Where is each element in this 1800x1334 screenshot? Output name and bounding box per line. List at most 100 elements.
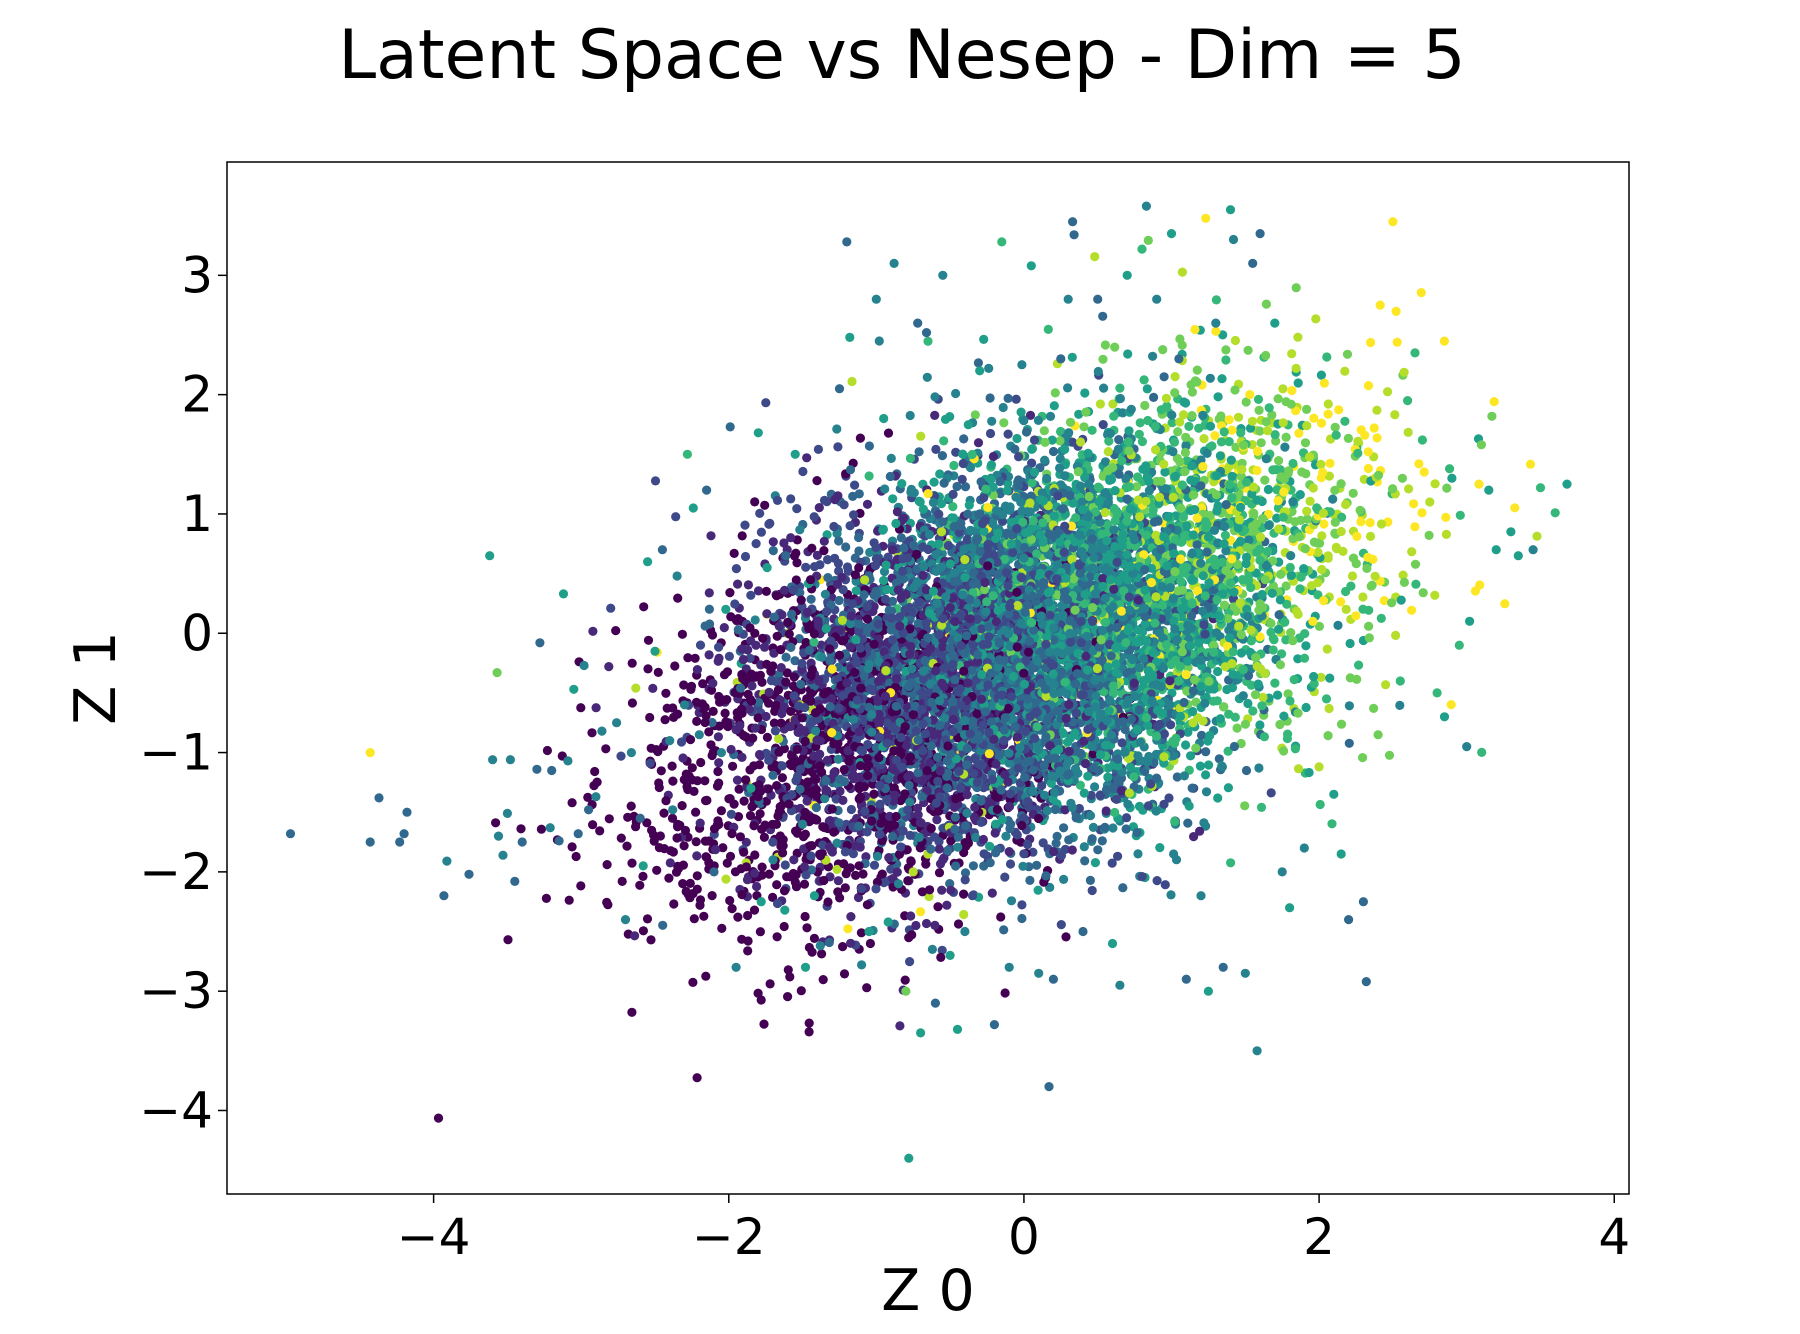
scatter-point	[854, 532, 864, 543]
scatter-point	[664, 873, 674, 883]
scatter-point	[1474, 479, 1484, 489]
scatter-point	[1160, 467, 1170, 477]
scatter-point	[714, 758, 724, 768]
scatter-point	[823, 555, 833, 565]
scatter-point	[588, 626, 598, 636]
scatter-point	[1282, 599, 1292, 609]
scatter-point	[1059, 874, 1069, 885]
scatter-point	[1487, 411, 1497, 421]
scatter-point	[1343, 433, 1353, 443]
scatter-point	[1439, 336, 1449, 346]
scatter-point	[1302, 404, 1312, 414]
scatter-point	[1144, 486, 1154, 496]
scatter-point	[1109, 411, 1119, 421]
scatter-point	[766, 676, 777, 686]
scatter-point	[895, 1021, 905, 1031]
scatter-point	[1049, 401, 1059, 411]
scatter-point	[933, 902, 943, 912]
scatter-point	[1025, 875, 1035, 886]
scatter-point	[1074, 803, 1084, 814]
scatter-point	[1079, 842, 1089, 852]
scatter-point	[601, 744, 611, 754]
scatter-point	[959, 544, 969, 554]
scatter-point	[833, 442, 843, 452]
scatter-point	[1358, 592, 1368, 602]
scatter-point	[897, 479, 907, 489]
scatter-point	[576, 703, 586, 713]
scatter-point	[1256, 438, 1266, 448]
scatter-point	[1274, 624, 1284, 634]
scatter-point	[1090, 858, 1100, 868]
scatter-point	[1201, 787, 1212, 797]
scatter-point	[1134, 429, 1144, 439]
scatter-point	[683, 653, 693, 663]
scatter-point	[848, 849, 859, 859]
scatter-point	[1002, 485, 1012, 496]
scatter-point	[1278, 384, 1288, 394]
scatter-point	[799, 879, 810, 889]
scatter-point	[611, 626, 621, 636]
scatter-point	[1345, 638, 1355, 649]
scatter-point	[1325, 673, 1335, 683]
scatter-point	[783, 965, 793, 975]
scatter-point	[949, 802, 960, 813]
scatter-point	[1049, 846, 1059, 857]
scatter-point	[772, 495, 783, 505]
scatter-point	[1192, 365, 1202, 375]
scatter-point	[1293, 764, 1304, 774]
scatter-point	[1143, 415, 1153, 426]
scatter-point	[1230, 335, 1240, 346]
scatter-point	[962, 535, 973, 545]
scatter-point	[669, 712, 679, 723]
scatter-point	[1184, 801, 1194, 811]
scatter-point	[915, 907, 926, 917]
scatter-point	[672, 833, 682, 843]
scatter-point	[939, 436, 949, 446]
scatter-point	[1358, 753, 1368, 763]
scatter-point	[1355, 505, 1365, 515]
scatter-point	[951, 388, 961, 399]
scatter-point	[1085, 875, 1095, 886]
scatter-point	[749, 905, 760, 915]
scatter-point	[759, 1019, 769, 1029]
scatter-point	[1266, 627, 1276, 637]
scatter-point	[696, 757, 706, 768]
scatter-point	[869, 860, 880, 870]
scatter-point	[688, 977, 698, 988]
scatter-point	[1500, 599, 1510, 609]
scatter-point	[704, 588, 714, 598]
scatter-point	[1100, 457, 1111, 467]
scatter-point	[879, 575, 889, 586]
scatter-point	[692, 871, 702, 881]
scatter-point	[1100, 340, 1110, 350]
scatter-point	[998, 402, 1008, 413]
scatter-point	[677, 801, 687, 811]
scatter-point	[760, 820, 770, 830]
scatter-point	[1334, 405, 1344, 415]
scatter-point	[1004, 847, 1014, 857]
scatter-point	[1362, 563, 1372, 574]
scatter-point	[1363, 381, 1374, 391]
scatter-point	[516, 824, 526, 834]
scatter-point	[1087, 885, 1097, 896]
scatter-point	[843, 924, 853, 934]
scatter-point	[1313, 590, 1323, 600]
scatter-point	[758, 633, 768, 643]
scatter-point	[1281, 432, 1291, 442]
scatter-point	[914, 447, 924, 457]
scatter-point	[1301, 702, 1311, 713]
scatter-point	[821, 776, 831, 786]
scatter-point	[1158, 345, 1168, 355]
scatter-point	[807, 543, 817, 553]
scatter-point	[1414, 459, 1424, 469]
scatter-point	[734, 784, 744, 794]
scatter-point	[1273, 394, 1283, 404]
scatter-point	[719, 623, 729, 633]
scatter-point	[1381, 680, 1391, 690]
scatter-point	[1032, 860, 1042, 870]
scatter-point	[1003, 393, 1013, 403]
scatter-point	[1338, 546, 1348, 557]
scatter-point	[691, 837, 701, 847]
scatter-point	[1201, 747, 1211, 757]
scatter-point	[877, 869, 887, 879]
